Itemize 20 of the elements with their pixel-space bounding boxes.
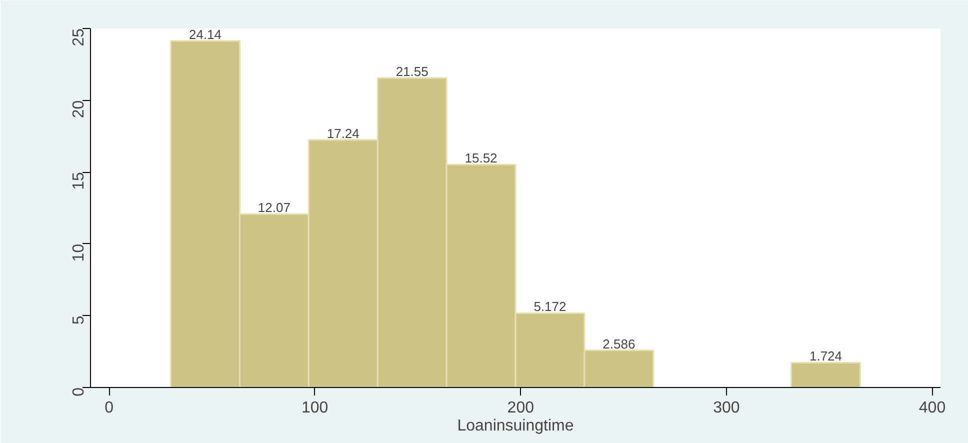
data-label: 17.24 <box>326 126 360 141</box>
data-label: 21.55 <box>396 64 428 80</box>
x-tick-label: 300 <box>713 400 740 416</box>
data-label: 24.14 <box>188 26 222 42</box>
data-label: 1.724 <box>809 348 842 364</box>
y-tick-label: 20 <box>70 100 88 118</box>
x-tick-label: 100 <box>301 400 328 416</box>
data-label: 2.586 <box>602 336 636 352</box>
x-axis-title: Loaninsuingtime <box>457 418 574 434</box>
y-tick-label: 10 <box>70 244 88 262</box>
y-tick-label: 15 <box>70 172 88 190</box>
y-tick-label: 5 <box>70 316 88 325</box>
data-label: 15.52 <box>464 150 498 166</box>
x-tick-label: 200 <box>507 400 534 416</box>
y-tick-label: 25 <box>70 28 88 46</box>
data-label: 12.07 <box>258 200 290 216</box>
x-tick-label: 0 <box>104 400 114 416</box>
x-tick-label: 400 <box>918 400 946 416</box>
y-tick-label: 0 <box>70 387 88 396</box>
data-label: 5.172 <box>534 299 566 314</box>
